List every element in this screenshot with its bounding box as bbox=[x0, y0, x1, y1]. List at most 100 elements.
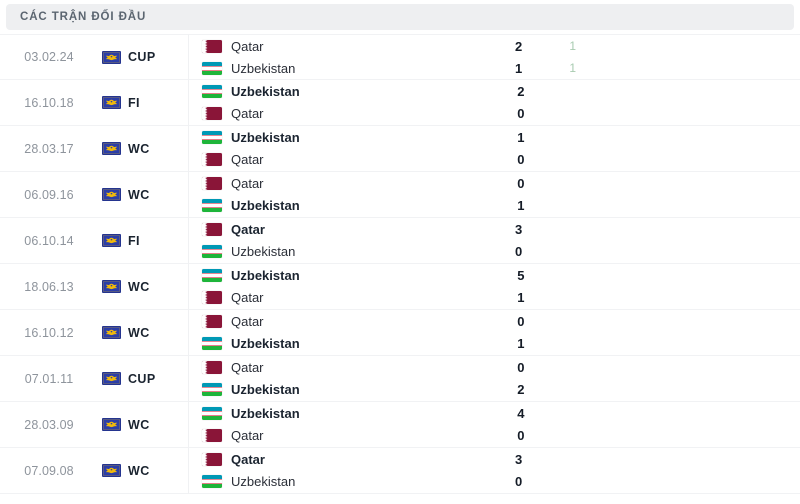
uzbekistan-flag-icon bbox=[202, 475, 222, 489]
team-away[interactable]: Qatar bbox=[202, 287, 495, 310]
competition-cell[interactable]: CUP bbox=[98, 356, 188, 401]
match-row[interactable]: 07.01.11 CUP Qatar Uzbekistan 0 2 bbox=[0, 356, 800, 402]
score-home: 3 bbox=[515, 221, 523, 237]
competition-cell[interactable]: WC bbox=[98, 448, 188, 493]
score-away: 0 bbox=[517, 106, 525, 122]
uzbekistan-flag-icon bbox=[202, 337, 222, 351]
penalty-score-home bbox=[543, 218, 603, 241]
team-home[interactable]: Uzbekistan bbox=[202, 402, 495, 425]
score-away: 1 bbox=[517, 336, 525, 352]
team-name: Qatar bbox=[231, 221, 265, 237]
row-spacer bbox=[605, 80, 800, 125]
match-date: 06.10.14 bbox=[24, 233, 74, 248]
uzbekistan-flag-icon bbox=[202, 61, 222, 75]
team-name: Uzbekistan bbox=[231, 244, 296, 260]
penalty-score-home bbox=[543, 448, 603, 471]
penalty-score-cell bbox=[545, 264, 605, 309]
penalty-score-away bbox=[545, 103, 605, 126]
competition-cell[interactable]: FI bbox=[98, 218, 188, 263]
match-row[interactable]: 06.10.14 FI Qatar Uzbekistan 3 0 bbox=[0, 218, 800, 264]
teams-cell: Uzbekistan Qatar bbox=[188, 126, 495, 171]
team-name: Uzbekistan bbox=[231, 336, 300, 352]
qatar-flag-icon bbox=[202, 176, 222, 190]
match-date: 16.10.12 bbox=[24, 325, 74, 340]
afc-badge-icon bbox=[102, 188, 121, 201]
team-name: Uzbekistan bbox=[231, 83, 300, 99]
team-home[interactable]: Qatar bbox=[202, 310, 495, 333]
match-date: 07.01.11 bbox=[24, 371, 74, 386]
teams-cell: Qatar Uzbekistan bbox=[188, 172, 495, 217]
penalty-score-cell bbox=[545, 356, 605, 401]
penalty-score-home bbox=[545, 126, 605, 149]
team-away[interactable]: Uzbekistan bbox=[202, 241, 493, 264]
penalty-score-home bbox=[545, 172, 605, 195]
qatar-flag-icon bbox=[202, 222, 222, 236]
match-list: 03.02.24 CUP Qatar Uzbekistan 2 1 1 1 16.10.18 FI… bbox=[0, 34, 800, 494]
afc-badge-icon bbox=[102, 96, 121, 109]
penalty-score-cell bbox=[543, 448, 603, 493]
team-home[interactable]: Qatar bbox=[202, 356, 495, 379]
penalty-score-home bbox=[545, 402, 605, 425]
penalty-score-cell bbox=[545, 172, 605, 217]
team-away[interactable]: Uzbekistan bbox=[202, 471, 493, 494]
match-row[interactable]: 03.02.24 CUP Qatar Uzbekistan 2 1 1 1 bbox=[0, 34, 800, 80]
score-home: 4 bbox=[517, 405, 525, 421]
team-home[interactable]: Uzbekistan bbox=[202, 126, 495, 149]
afc-badge-icon bbox=[102, 418, 121, 431]
competition-code: WC bbox=[128, 463, 150, 478]
competition-cell[interactable]: WC bbox=[98, 126, 188, 171]
team-name: Uzbekistan bbox=[231, 198, 300, 214]
team-away[interactable]: Qatar bbox=[202, 425, 495, 448]
afc-badge-icon bbox=[102, 326, 121, 339]
team-away[interactable]: Qatar bbox=[202, 149, 495, 172]
teams-cell: Qatar Uzbekistan bbox=[188, 218, 493, 263]
uzbekistan-flag-icon bbox=[202, 268, 222, 282]
team-away[interactable]: Uzbekistan bbox=[202, 379, 495, 402]
match-row[interactable]: 28.03.09 WC Uzbekistan Qatar 4 0 bbox=[0, 402, 800, 448]
competition-cell[interactable]: WC bbox=[98, 264, 188, 309]
teams-cell: Qatar Uzbekistan bbox=[188, 35, 493, 79]
team-home[interactable]: Qatar bbox=[202, 172, 495, 195]
team-away[interactable]: Uzbekistan bbox=[202, 57, 493, 79]
team-away[interactable]: Uzbekistan bbox=[202, 333, 495, 356]
match-row[interactable]: 16.10.12 WC Qatar Uzbekistan 0 1 bbox=[0, 310, 800, 356]
team-name: Uzbekistan bbox=[231, 382, 300, 398]
team-away[interactable]: Qatar bbox=[202, 103, 495, 126]
team-home[interactable]: Qatar bbox=[202, 448, 493, 471]
team-name: Qatar bbox=[231, 359, 264, 375]
team-away[interactable]: Uzbekistan bbox=[202, 195, 495, 218]
team-name: Qatar bbox=[231, 152, 264, 168]
competition-cell[interactable]: WC bbox=[98, 172, 188, 217]
team-home[interactable]: Qatar bbox=[202, 218, 493, 241]
competition-cell[interactable]: CUP bbox=[98, 35, 188, 79]
competition-code: FI bbox=[128, 233, 140, 248]
competition-cell[interactable]: FI bbox=[98, 80, 188, 125]
teams-cell: Uzbekistan Qatar bbox=[188, 80, 495, 125]
team-home[interactable]: Uzbekistan bbox=[202, 264, 495, 287]
competition-cell[interactable]: WC bbox=[98, 310, 188, 355]
match-row[interactable]: 18.06.13 WC Uzbekistan Qatar 5 1 bbox=[0, 264, 800, 310]
match-row[interactable]: 07.09.08 WC Qatar Uzbekistan 3 0 bbox=[0, 448, 800, 494]
match-row[interactable]: 28.03.17 WC Uzbekistan Qatar 1 0 bbox=[0, 126, 800, 172]
teams-cell: Qatar Uzbekistan bbox=[188, 448, 493, 493]
match-row[interactable]: 16.10.18 FI Uzbekistan Qatar 2 0 bbox=[0, 80, 800, 126]
penalty-score-home bbox=[545, 80, 605, 103]
competition-code: CUP bbox=[128, 371, 156, 386]
score-home: 0 bbox=[517, 359, 525, 375]
score-home: 5 bbox=[517, 267, 525, 283]
team-name: Qatar bbox=[231, 451, 265, 467]
match-row[interactable]: 06.09.16 WC Qatar Uzbekistan 0 1 bbox=[0, 172, 800, 218]
score-away: 0 bbox=[515, 474, 523, 490]
row-spacer bbox=[605, 264, 800, 309]
penalty-score-home bbox=[545, 310, 605, 333]
qatar-flag-icon bbox=[202, 39, 222, 53]
team-home[interactable]: Qatar bbox=[202, 35, 493, 57]
team-home[interactable]: Uzbekistan bbox=[202, 80, 495, 103]
penalty-score-home bbox=[545, 356, 605, 379]
team-name: Qatar bbox=[231, 38, 264, 54]
match-date: 03.02.24 bbox=[24, 50, 74, 64]
competition-cell[interactable]: WC bbox=[98, 402, 188, 447]
